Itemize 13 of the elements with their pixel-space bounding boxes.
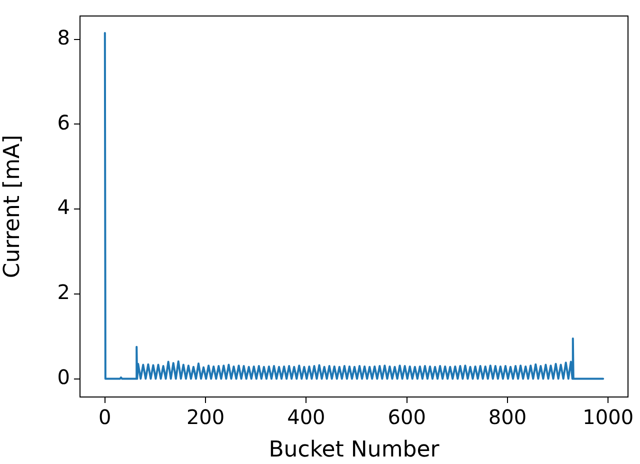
y-tick-label: 0: [57, 364, 70, 389]
x-tick-label: 800: [488, 405, 527, 430]
x-tick-label: 1000: [582, 405, 634, 430]
x-axis-title: Bucket Number: [268, 438, 440, 463]
y-tick-label: 4: [57, 195, 70, 220]
x-tick-label: 0: [98, 405, 112, 430]
x-tick-label: 400: [287, 405, 326, 430]
y-tick-label: 2: [57, 280, 70, 304]
x-tick-label: 200: [186, 405, 225, 430]
x-tick-label: 600: [388, 405, 426, 430]
y-tick-label: 8: [57, 26, 70, 50]
y-axis-title: Current [mA]: [0, 134, 25, 278]
y-tick-label: 6: [57, 110, 70, 134]
